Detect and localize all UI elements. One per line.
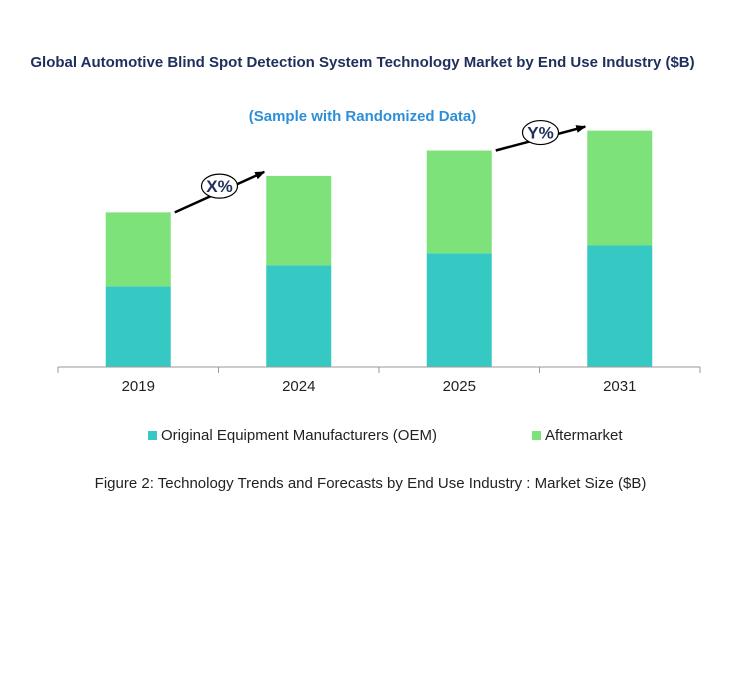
x-tick-label-2019: 2019 <box>122 378 155 395</box>
figure-caption: Figure 2: Technology Trends and Forecast… <box>94 475 647 492</box>
chart-legend: Original Equipment Manufacturers (OEM) A… <box>0 427 741 449</box>
bar-oem-2025 <box>426 253 492 367</box>
x-tick-label-2031: 2031 <box>603 378 636 395</box>
stacked-bar-chart: 2019 2024 2025 2031 X% Y% <box>57 119 701 395</box>
bar-aftermarket-2031 <box>587 130 653 246</box>
legend-label-aftermarket: Aftermarket <box>545 427 623 444</box>
x-tick-label-2025: 2025 <box>443 378 476 395</box>
growth-label: X% <box>206 177 232 196</box>
growth-label-bubble <box>200 173 239 199</box>
legend-label-oem: Original Equipment Manufacturers (OEM) <box>161 427 437 444</box>
legend-swatch-aftermarket <box>532 431 541 440</box>
legend-item-aftermarket: Aftermarket <box>532 427 623 444</box>
legend-item-oem: Original Equipment Manufacturers (OEM) <box>148 427 437 444</box>
legend-swatch-oem <box>148 431 157 440</box>
chart-subtitle: (Sample with Randomized Data) <box>248 108 477 125</box>
growth-label: Y% <box>527 124 553 143</box>
bar-oem-2031 <box>587 245 653 367</box>
growth-label-bubble <box>521 119 560 146</box>
x-tick-label-2024: 2024 <box>282 378 315 395</box>
bar-aftermarket-2019 <box>105 212 171 287</box>
chart-title: Global Automotive Blind Spot Detection S… <box>30 54 695 71</box>
growth-annotation-2: Y% <box>495 119 587 152</box>
bar-aftermarket-2025 <box>426 150 492 254</box>
growth-annotation-1: X% <box>174 170 266 214</box>
bar-aftermarket-2024 <box>266 175 332 266</box>
bar-oem-2024 <box>266 265 332 367</box>
bar-oem-2019 <box>105 286 171 367</box>
